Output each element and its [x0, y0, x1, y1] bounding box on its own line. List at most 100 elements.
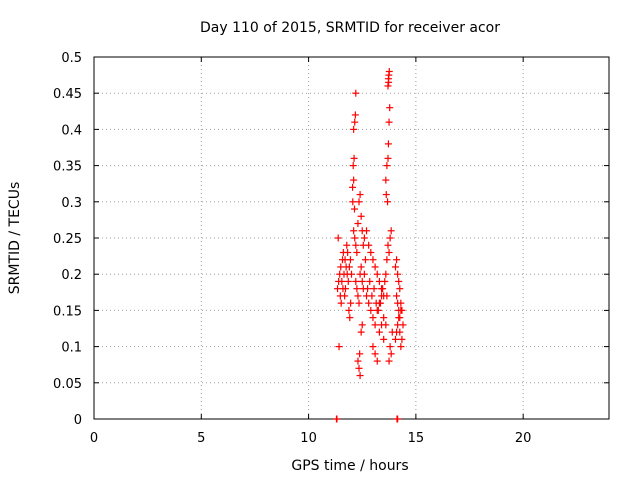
- x-tick-label: 10: [300, 431, 317, 446]
- data-point: [357, 212, 365, 220]
- data-point: [355, 364, 363, 372]
- data-point: [394, 270, 402, 278]
- data-point: [354, 357, 362, 365]
- data-point: [399, 321, 407, 329]
- data-point: [396, 328, 404, 336]
- data-point: [386, 343, 394, 351]
- data-point: [347, 299, 355, 307]
- data-point: [335, 343, 343, 351]
- x-axis-label: GPS time / hours: [291, 458, 408, 474]
- data-point: [348, 270, 355, 278]
- data-point: [367, 248, 375, 256]
- data-point: [341, 285, 349, 293]
- data-point: [364, 285, 372, 293]
- data-point: [353, 248, 361, 256]
- data-point: [385, 248, 393, 256]
- y-tick-label: 0.2: [61, 268, 82, 283]
- data-point: [353, 285, 361, 293]
- data-point: [351, 118, 359, 126]
- data-point: [349, 183, 357, 191]
- y-tick-label: 0.35: [53, 160, 82, 175]
- data-point: [395, 314, 403, 322]
- data-point: [368, 292, 376, 300]
- data-point: [361, 256, 369, 264]
- y-tick-label: 0.4: [61, 123, 82, 138]
- grid-lines: [94, 57, 609, 419]
- data-point: [355, 299, 363, 307]
- data-point: [354, 220, 362, 228]
- data-point: [371, 263, 379, 271]
- data-point: [350, 125, 358, 133]
- data-point: [384, 241, 392, 249]
- data-point: [356, 350, 364, 358]
- data-point: [350, 176, 358, 184]
- data-point: [383, 256, 391, 264]
- data-points: [332, 67, 407, 423]
- data-point: [346, 314, 354, 322]
- data-point: [393, 256, 401, 264]
- data-point: [351, 205, 359, 213]
- data-point: [356, 191, 364, 199]
- data-point: [382, 270, 390, 278]
- data-point: [391, 263, 399, 271]
- data-point: [398, 306, 406, 314]
- data-point: [394, 415, 402, 423]
- data-point: [371, 321, 379, 329]
- data-point: [354, 292, 362, 300]
- y-tick-label: 0.15: [53, 304, 82, 319]
- data-point: [398, 335, 406, 343]
- chart-title: Day 110 of 2015, SRMTID for receiver aco…: [200, 20, 500, 36]
- data-point: [365, 241, 373, 249]
- data-point: [352, 89, 360, 97]
- data-point: [375, 328, 383, 336]
- data-point: [358, 321, 366, 329]
- data-point: [386, 234, 394, 242]
- data-point: [344, 277, 352, 285]
- x-tick-label: 20: [515, 431, 532, 446]
- data-point: [350, 227, 358, 235]
- data-point: [391, 335, 399, 343]
- data-point: [387, 227, 395, 235]
- data-point: [355, 198, 363, 206]
- data-point: [378, 321, 386, 329]
- data-point: [365, 299, 373, 307]
- data-point: [385, 67, 393, 75]
- data-point: [397, 343, 405, 351]
- y-tick-label: 0.1: [61, 341, 82, 356]
- data-point: [374, 306, 382, 314]
- data-point: [373, 270, 381, 278]
- data-point: [345, 263, 353, 271]
- y-tick-label: 0.5: [61, 51, 82, 66]
- y-tick-label: 0.25: [53, 232, 82, 247]
- data-point: [366, 277, 374, 285]
- data-point: [380, 335, 388, 343]
- data-point: [385, 78, 393, 86]
- axis-ticks: 0 5 10 15 20 0 0.05 0.1 0.15 0.2 0.25 0.3 0.35 0.4 0.4…: [53, 51, 609, 446]
- data-point: [371, 350, 379, 358]
- data-point: [381, 277, 389, 285]
- data-point: [369, 256, 377, 264]
- x-tick-label: 15: [408, 431, 425, 446]
- data-point: [343, 241, 351, 249]
- data-point: [369, 314, 377, 322]
- data-point: [393, 292, 401, 300]
- data-point: [349, 198, 357, 206]
- data-point: [358, 277, 366, 285]
- data-point: [337, 299, 345, 307]
- data-point: [352, 241, 360, 249]
- data-point: [370, 285, 378, 293]
- data-point: [385, 118, 393, 126]
- data-point: [386, 104, 394, 112]
- data-point: [357, 328, 365, 336]
- data-point: [384, 198, 392, 206]
- data-point: [397, 299, 405, 307]
- data-point: [373, 357, 381, 365]
- data-point: [396, 285, 404, 293]
- data-point: [387, 350, 395, 358]
- data-point: [380, 314, 388, 322]
- data-point: [338, 277, 346, 285]
- data-point: [344, 248, 352, 256]
- data-point: [349, 162, 357, 170]
- data-point: [352, 277, 360, 285]
